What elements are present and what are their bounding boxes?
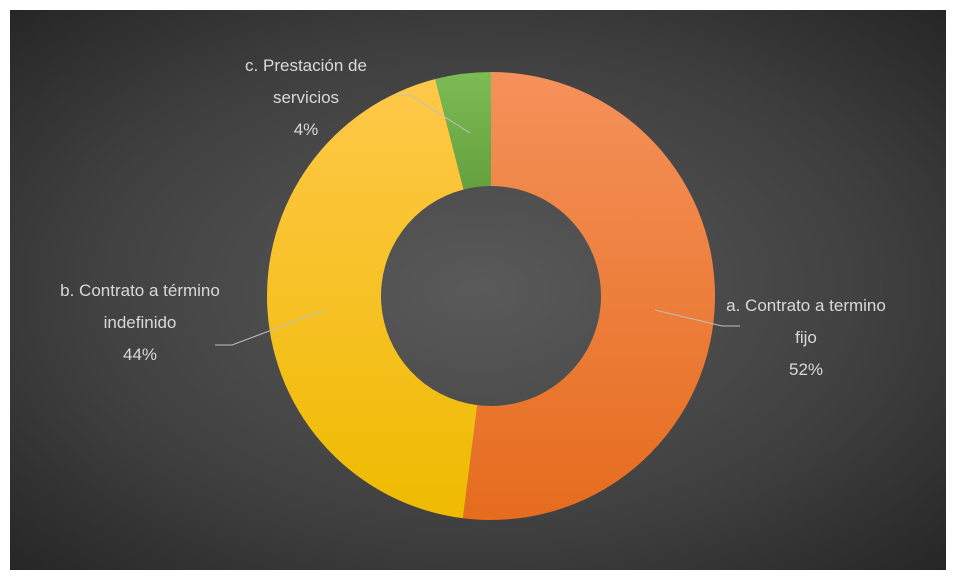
data-label: a. Contrato a termino fijo 52%	[721, 290, 891, 386]
category-label: c. Prestación de servicios	[245, 56, 367, 107]
leader-line	[654, 309, 740, 327]
value-label: 52%	[788, 360, 824, 379]
data-label: b. Contrato a término indefinido 44%	[55, 275, 225, 371]
value-label: 4%	[293, 120, 319, 139]
value-label: 44%	[122, 345, 158, 364]
donut-slice	[435, 72, 491, 190]
leader-line	[398, 94, 471, 134]
donut-slice	[462, 72, 715, 520]
category-label: a. Contrato a termino fijo	[726, 296, 886, 347]
leader-lines	[215, 94, 740, 346]
donut-slice	[266, 79, 478, 519]
data-label: c. Prestación de servicios 4%	[221, 50, 391, 146]
leader-line	[215, 309, 326, 346]
chart-svg	[215, 72, 740, 520]
chart: a. Contrato a termino fijo 52% b. Contrato…	[10, 10, 946, 570]
category-label: b. Contrato a término indefinido	[60, 281, 220, 332]
